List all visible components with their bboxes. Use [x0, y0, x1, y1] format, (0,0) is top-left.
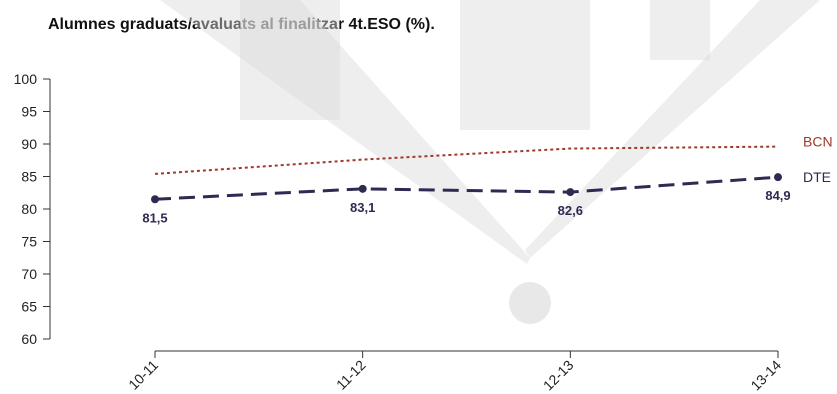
data-point — [151, 195, 159, 204]
series-label-dte: DTE — [803, 169, 831, 185]
watermark-bar-2 — [460, 0, 590, 130]
data-label: 82,6 — [558, 203, 583, 218]
y-tick-label: 95 — [21, 104, 37, 120]
watermark-logo — [160, 0, 820, 324]
series-line-dte — [154, 175, 779, 201]
x-tick-label: 10-11 — [125, 357, 161, 393]
data-point — [774, 173, 782, 182]
y-tick-label: 85 — [21, 169, 37, 185]
y-tick-label: 90 — [21, 136, 37, 152]
series-label-bcn: BCN — [803, 134, 833, 150]
y-tick-label: 75 — [21, 234, 37, 250]
data-label: 81,5 — [142, 210, 167, 225]
chart-title: Alumnes graduats/avaluats al finalitzar … — [48, 16, 435, 33]
y-tick-label: 65 — [21, 299, 37, 315]
watermark-bar-3 — [650, 0, 710, 60]
x-tick-label: 12-13 — [540, 357, 577, 394]
x-tick-label: 13-14 — [747, 357, 784, 394]
data-label: 83,1 — [350, 200, 375, 215]
x-tick-label: 11-12 — [333, 357, 369, 393]
y-tick-label: 60 — [21, 331, 37, 347]
data-point — [566, 188, 575, 197]
watermark-right-wing — [525, 0, 820, 258]
data-label: 84,9 — [765, 188, 790, 203]
data-point — [358, 184, 367, 193]
watermark-left-wing — [160, 0, 530, 264]
series-layer: BCN DTE 81,5 83,1 82,6 84,9 — [142, 134, 832, 226]
series-line-bcn — [154, 145, 779, 175]
y-tick-label: 100 — [14, 71, 38, 87]
watermark-bar-1 — [240, 0, 340, 120]
y-tick-label: 70 — [21, 266, 37, 282]
y-tick-label: 80 — [21, 201, 37, 217]
watermark-dot — [509, 282, 551, 324]
